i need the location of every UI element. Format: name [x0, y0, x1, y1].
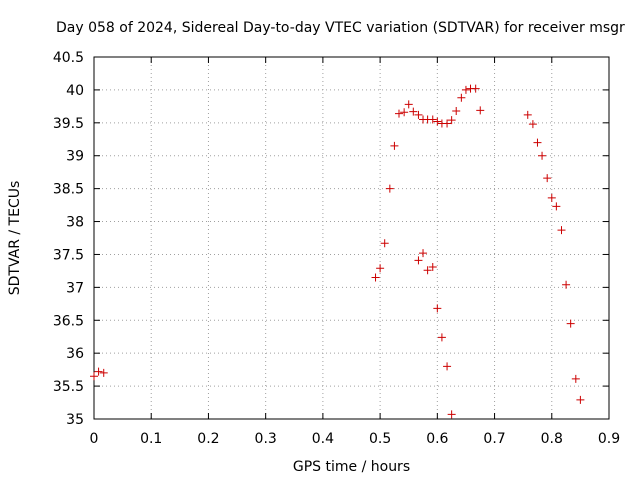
data-point — [443, 119, 452, 128]
x-tick-label: 0.9 — [598, 431, 620, 447]
data-point — [390, 141, 399, 150]
data-point — [94, 367, 103, 376]
data-point — [414, 256, 423, 265]
data-point — [371, 273, 380, 282]
data-point — [461, 85, 470, 94]
y-tick-label: 36.5 — [53, 313, 84, 329]
x-axis-label: GPS time / hours — [293, 459, 410, 475]
y-tick-label: 40.5 — [53, 50, 84, 66]
y-tick-label: 39.5 — [53, 116, 84, 132]
data-point — [476, 106, 485, 115]
data-points — [90, 84, 585, 419]
chart-title: Day 058 of 2024, Sidereal Day-to-day VTE… — [56, 20, 625, 36]
data-point — [419, 249, 428, 258]
data-point — [404, 100, 413, 109]
data-point — [452, 106, 461, 115]
data-point — [457, 93, 466, 102]
data-point — [409, 107, 418, 116]
data-point — [566, 319, 575, 328]
data-point — [471, 84, 480, 93]
x-tick-label: 0 — [90, 431, 99, 447]
grid-lines — [94, 57, 609, 419]
x-tick-label: 0.2 — [197, 431, 219, 447]
data-point — [90, 372, 98, 381]
y-tick-label: 36 — [66, 346, 84, 362]
data-point — [433, 117, 442, 126]
x-tick-label: 0.7 — [483, 431, 505, 447]
y-axis-label: SDTVAR / TECUs — [7, 181, 23, 296]
data-point — [414, 110, 423, 119]
data-point — [533, 138, 542, 147]
data-point — [552, 202, 561, 211]
data-point — [380, 239, 389, 248]
x-tick-label: 0.6 — [426, 431, 448, 447]
data-point — [443, 362, 452, 371]
data-point — [538, 151, 547, 160]
data-point — [547, 193, 556, 202]
y-tick-label: 39 — [66, 149, 84, 165]
x-tick-label: 0.5 — [369, 431, 391, 447]
x-tick-label: 0.1 — [140, 431, 162, 447]
y-tick-label: 38 — [66, 215, 84, 231]
data-point — [400, 108, 409, 117]
y-tick-label: 35 — [66, 412, 84, 428]
y-tick-label: 37 — [66, 280, 84, 296]
x-tick-label: 0.4 — [312, 431, 334, 447]
data-point — [99, 368, 108, 377]
data-point — [376, 264, 385, 273]
data-point — [523, 110, 532, 119]
data-point — [423, 266, 432, 275]
data-point — [394, 109, 403, 118]
data-point — [576, 395, 585, 404]
data-point — [385, 184, 394, 193]
data-point — [428, 262, 437, 271]
y-tick-label: 37.5 — [53, 247, 84, 263]
plot-frame — [93, 56, 610, 420]
data-point — [428, 115, 437, 124]
data-point — [557, 226, 566, 235]
x-tick-label: 0.3 — [255, 431, 277, 447]
y-tick-label: 38.5 — [53, 182, 84, 198]
data-point — [447, 410, 456, 419]
data-point — [447, 116, 456, 125]
data-point — [433, 304, 442, 313]
data-point — [571, 374, 580, 383]
data-point — [562, 280, 571, 289]
y-tick-label: 40 — [66, 83, 84, 99]
data-point — [543, 174, 552, 183]
y-tick-label: 35.5 — [53, 379, 84, 395]
data-point — [528, 120, 537, 129]
axis-ticks: 0 0.1 0.2 0.3 0.4 0.5 0.6 0.7 0.8 0.9 35 35.5 36 36.5… — [53, 50, 620, 447]
data-point — [437, 333, 446, 342]
x-tick-label: 0.8 — [541, 431, 563, 447]
